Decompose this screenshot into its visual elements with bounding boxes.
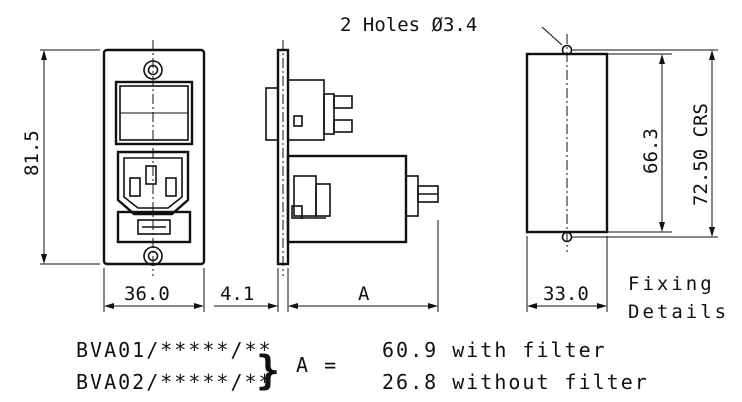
model-brace: } [256, 348, 280, 394]
holes-note: 2 Holes Ø3.4 [340, 14, 477, 36]
a-option-no-filter: 26.8 without filter [382, 370, 649, 394]
fixing-details-view [525, 26, 718, 312]
model-line-1: BVA01/*****/** [76, 338, 273, 362]
dim-hole-spacing-inner: 66.3 [640, 128, 662, 174]
dim-depth: A [358, 283, 370, 305]
model-line-2: BVA02/*****/** [76, 370, 273, 394]
dim-hole-spacing-crs: 72.50 CRS [690, 103, 712, 206]
dim-flange-thickness: 4.1 [220, 283, 254, 305]
a-equals: A = [296, 353, 338, 377]
fixing-label-line2: Details [628, 301, 729, 323]
fixing-label-line1: Fixing [628, 273, 715, 295]
a-option-filter: 60.9 with filter [382, 338, 607, 362]
front-view [40, 40, 206, 312]
side-view [214, 40, 439, 312]
dim-fixing-width: 33.0 [543, 283, 589, 305]
dim-width-front: 36.0 [124, 283, 170, 305]
dim-height-total: 81.5 [21, 130, 43, 176]
